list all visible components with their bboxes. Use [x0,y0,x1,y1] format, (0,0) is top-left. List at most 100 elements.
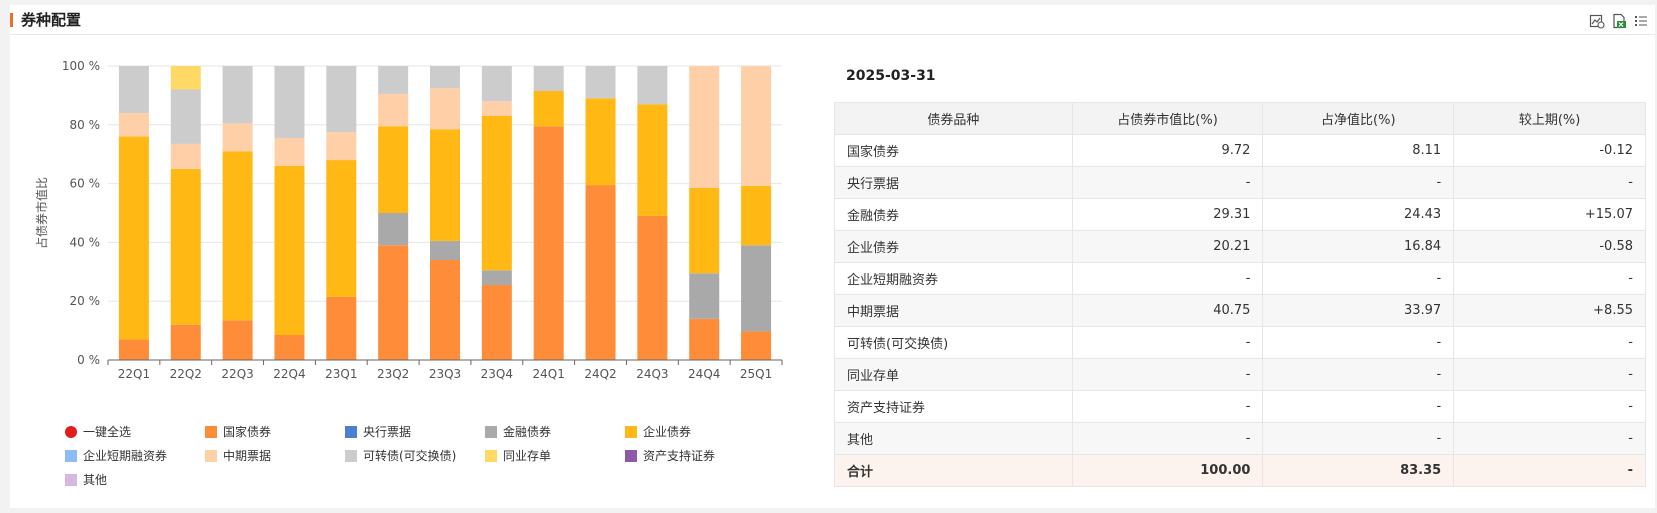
excel-export-icon[interactable] [1611,13,1627,29]
x-tick-label: 23Q2 [377,367,409,381]
bar-segment [533,126,564,361]
cell-type: 国家债券 [834,134,1073,167]
bar-segment [585,66,616,99]
allocation-table: 债券品种 占债券市值比(%) 占净值比(%) 较上期(%) 国家债券 9.72 8.… [834,102,1646,487]
legend-select-all[interactable]: 一键全选 [65,423,131,440]
y-tick-label: 100 % [62,59,100,73]
cell-mv-ratio: - [1071,390,1264,423]
x-tick-label: 25Q1 [740,367,772,381]
legend-label: 其他 [83,473,108,487]
table-header-row: 债券品种 占债券市值比(%) 占净值比(%) 较上期(%) [834,102,1646,135]
cell-change: +8.55 [1453,294,1646,327]
bar-segment [326,296,357,360]
cell-mv-ratio: - [1071,358,1264,391]
legend-item[interactable]: 央行票据 [345,423,411,440]
x-tick-label: 24Q2 [584,367,616,381]
bar-segment [430,88,460,130]
select-all-dot-icon [65,425,77,438]
legend-item[interactable]: 可转债(可交换债) [345,447,456,464]
legend-item[interactable]: 中期票据 [205,447,271,464]
cell-type: 可转债(可交换债) [834,326,1073,359]
bar-segment [222,123,253,152]
legend-label: 央行票据 [363,425,412,439]
cell-mv-ratio: - [1071,166,1264,199]
bar-segment [326,160,357,297]
legend-swatch [205,449,217,462]
legend-item[interactable]: 其他 [65,471,107,488]
bar-segment [481,115,512,271]
legend-label: 金融债券 [503,425,552,439]
cell-nav-ratio: - [1262,422,1455,455]
legend-label: 中期票据 [223,449,272,463]
cell-nav-ratio: - [1262,166,1455,199]
bar-segment [378,66,409,94]
panel-header: 券种配置 [10,5,1655,35]
cell-type: 央行票据 [834,166,1073,199]
bar-segment [533,66,564,91]
bar-segment [222,66,253,124]
legend-item[interactable]: 企业债券 [625,423,691,440]
legend-label: 企业短期融资券 [83,449,168,463]
table-total-row: 合计 100.00 83.35- [834,454,1646,487]
bar-segment [118,136,149,340]
cell-type: 金融债券 [834,198,1073,231]
table-row: 金融债券 29.31 24.43 +15.07 [834,198,1646,231]
bar-segment [430,129,460,241]
bar-segment [481,101,512,116]
report-date: 2025-03-31 [846,68,936,84]
bar-segment [481,285,512,360]
cell-nav-ratio: - [1262,326,1455,359]
bar-segment [741,245,772,332]
bar-segment [118,113,149,137]
cell-change: - [1453,390,1646,423]
legend-item[interactable]: 企业短期融资券 [65,447,167,464]
legend-label: 同业存单 [503,449,552,463]
bar-segment [378,213,409,246]
y-tick-label: 40 % [70,235,101,249]
list-icon[interactable] [1633,13,1649,29]
legend-swatch [625,425,637,438]
cell-change: - [1453,422,1646,455]
legend-item[interactable]: 同业存单 [485,447,551,464]
legend-swatch [345,425,357,438]
cell-change: +15.07 [1453,198,1646,231]
y-axis-label: 占债券市值比 [34,177,49,249]
bar-segment [170,168,201,325]
cell-type: 企业短期融资券 [834,262,1073,295]
table-row: 企业债券 20.21 16.84 -0.58 [834,230,1646,263]
bar-segment [481,270,512,286]
bar-segment [274,335,305,360]
legend-swatch [485,449,497,462]
table-row: 同业存单 - - - [834,358,1646,391]
bar-segment [637,66,668,105]
toolbar [1589,13,1649,29]
col-header-type: 债券品种 [834,102,1073,135]
col-header-change: 较上期(%) [1453,102,1646,135]
bar-segment [170,324,201,360]
x-tick-label: 22Q2 [170,367,202,381]
bar-segment [637,215,668,360]
cell-type: 中期票据 [834,294,1073,327]
y-tick-label: 80 % [70,118,101,132]
header-accent-bar [10,13,13,27]
cell-change: - [1453,326,1646,359]
bar-segment [170,143,201,169]
bar-segment [741,66,772,186]
bar-segment [378,93,409,127]
col-header-mv-ratio: 占债券市值比(%) [1071,102,1264,135]
bar-segment [481,66,512,102]
table-row: 可转债(可交换债) - - - [834,326,1646,359]
cell-type: 企业债券 [834,230,1073,263]
table-row: 国家债券 9.72 8.11 -0.12 [834,134,1646,167]
panel-title: 券种配置 [21,11,82,29]
bar-segment [170,66,201,90]
chart-export-icon[interactable] [1589,13,1605,29]
cell-mv-ratio: 40.75 [1071,294,1264,327]
bar-segment [326,66,357,133]
table-row: 其他 - - - [834,422,1646,455]
legend-item[interactable]: 资产支持证券 [625,447,715,464]
cell-nav-ratio: 33.97 [1262,294,1455,327]
legend-item[interactable]: 金融债券 [485,423,551,440]
legend-item[interactable]: 国家债券 [205,423,271,440]
cell-mv-ratio: 100.00 [1071,454,1264,487]
